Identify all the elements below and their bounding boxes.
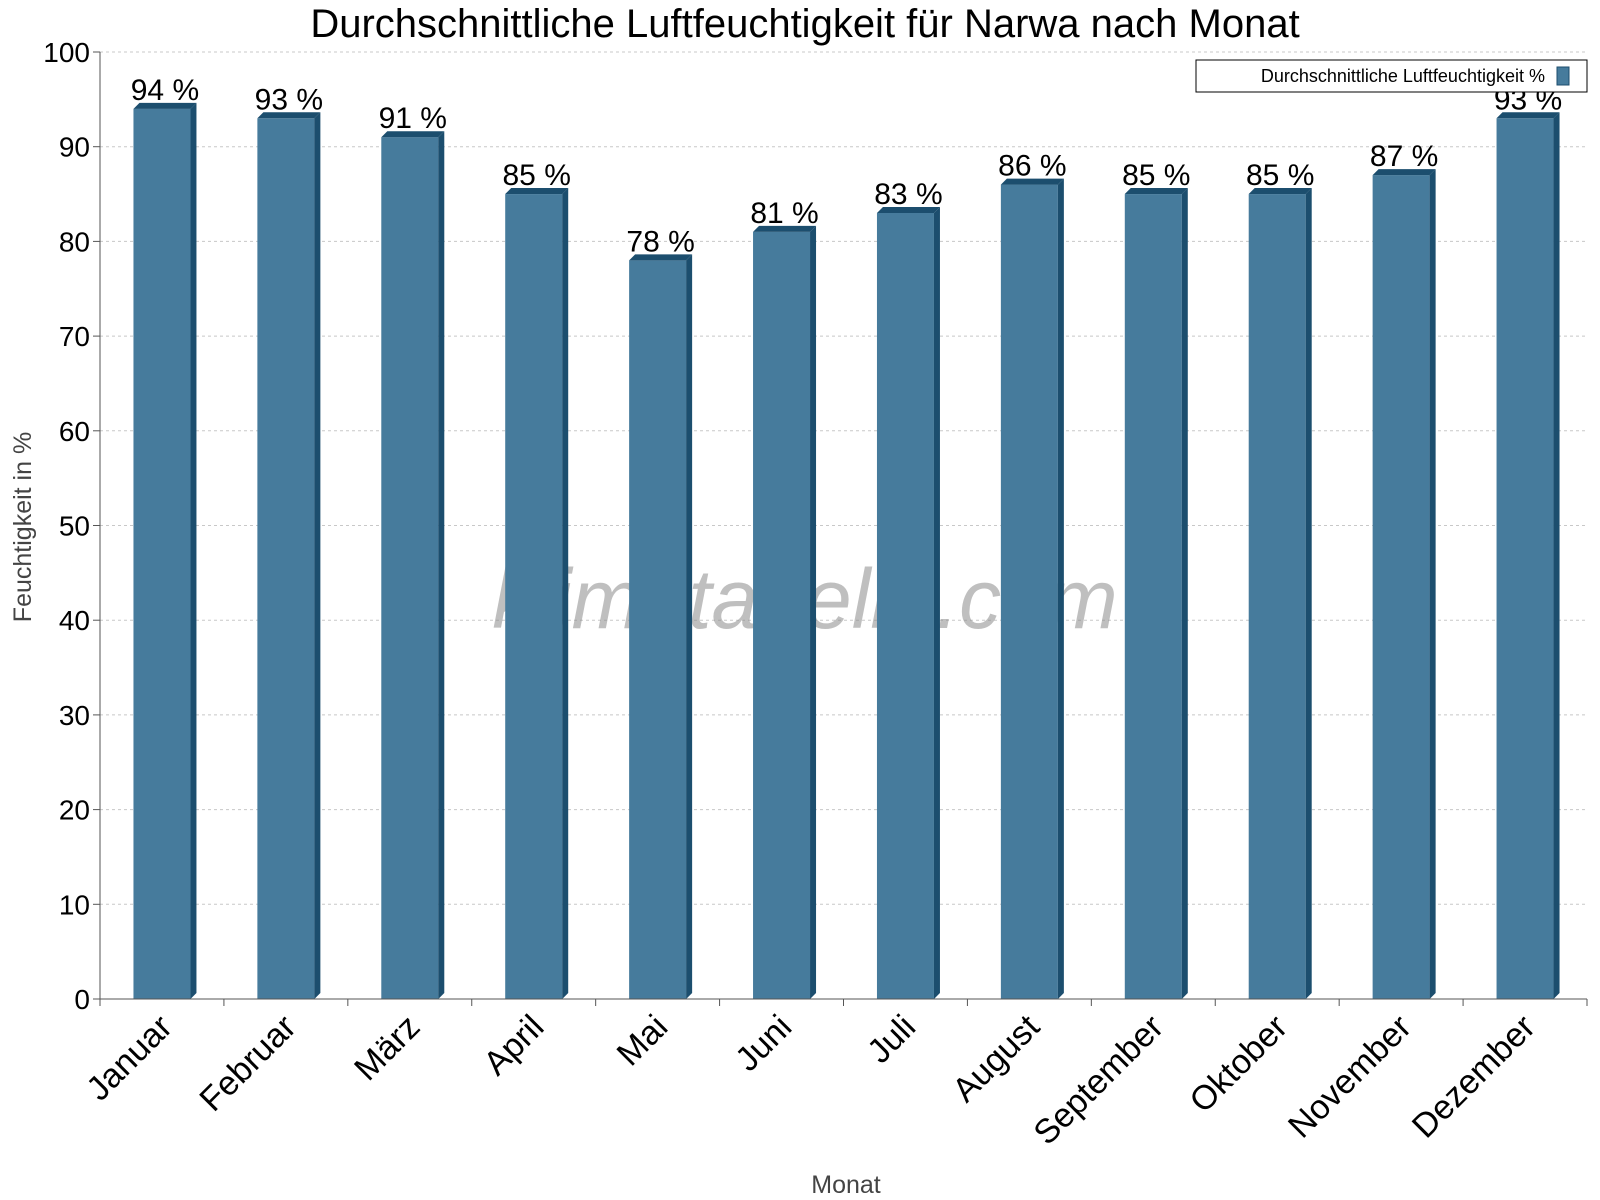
x-tick-label: Januar [79,1008,179,1108]
bar-group [1496,112,1560,1000]
x-tick-label: April [476,1008,551,1083]
bar-top-face [257,112,321,119]
bar-top-face [381,131,445,138]
x-tick-label: September [1026,1008,1170,1152]
bar-side-face [1181,188,1188,1000]
data-label: 81 % [750,197,818,230]
bar-top-face [505,188,569,195]
y-tick-label: 60 [59,416,90,447]
legend-swatch [1556,66,1570,86]
legend-label: Durchschnittliche Luftfeuchtigkeit % [1261,66,1545,86]
y-tick-label: 90 [59,132,90,163]
y-tick-label: 0 [74,984,90,1015]
y-tick-label: 80 [59,226,90,257]
x-tick-label: Februar [192,1008,303,1119]
bar [381,137,439,1000]
bar-side-face [190,102,197,999]
bar [753,231,811,999]
data-label: 94 % [131,74,199,107]
bar [1248,194,1306,1000]
bar-group [876,206,940,1000]
bars [133,102,1560,1000]
x-tick-labels: Januar Februar März April Mai Juni Juli AugustS… [79,1007,1542,1152]
bar-top-face [1124,188,1188,195]
bar-top-face [753,225,817,232]
bar [629,260,687,1000]
bar-group [753,225,817,999]
data-label: 85 % [1122,159,1190,192]
bar-side-face [314,112,321,1000]
chart-title: Durchschnittliche Luftfeuchtigkeit für N… [310,2,1299,46]
bar-group [1248,188,1312,1000]
data-label: 83 % [874,178,942,211]
x-axis-title: Monat [811,1171,881,1199]
x-tick-label: August [945,1007,1047,1109]
x-tick-label: Juli [860,1008,923,1071]
axes [93,51,1588,1006]
bar-side-face [562,188,569,1000]
data-label: 87 % [1370,140,1438,173]
x-tick-label: Mai [610,1008,676,1074]
data-label: 86 % [998,150,1066,183]
bar-side-face [1057,178,1064,999]
bar-side-face [1553,112,1560,1000]
y-tick-label: 10 [59,889,90,920]
bar-group [257,112,321,1000]
data-label: 85 % [1246,159,1314,192]
bar [1496,118,1554,1000]
bar [133,108,191,999]
bar [505,194,563,1000]
y-tick-label: 70 [59,321,90,352]
bar-side-face [810,225,817,999]
bar-group [505,188,569,1000]
bar-group [1124,188,1188,1000]
x-tick-label: Juni [728,1008,799,1079]
x-tick-label: März [347,1008,427,1088]
bar [257,118,315,1000]
x-tick-label: Oktober [1182,1008,1294,1120]
data-label: 85 % [503,159,571,192]
bar [876,212,934,1000]
x-tick-label: Dezember [1405,1008,1543,1146]
y-tick-labels: 0 10 20 30 40 50 60 70 80 90 100 [43,37,90,1015]
y-tick-label: 20 [59,795,90,826]
y-tick-label: 40 [59,605,90,636]
bar-side-face [1429,169,1436,1000]
data-label: 93 % [255,83,323,116]
bar [1124,194,1182,1000]
data-labels: 94 % 93 % 91 % 85 % 78 % 81 % 83 % 86 % 85 % 85 %… [131,74,1562,259]
bar-top-face [1372,169,1436,176]
bar-top-face [876,206,940,213]
bar [1372,175,1430,1000]
bar-side-face [1305,188,1312,1000]
bar-group [133,102,197,999]
y-axis-title: Feuchtigkeit in % [9,432,37,622]
data-label: 91 % [379,102,447,135]
bar-group [1000,178,1064,999]
legend-box [1195,59,1588,93]
bar-top-face [629,254,693,261]
bar-side-face [933,206,940,1000]
bar-top-face [1496,112,1560,119]
y-tick-label: 100 [43,37,90,68]
bar-group [381,131,445,1000]
bar-group [629,254,693,1000]
data-label: 78 % [626,225,694,258]
y-tick-label: 50 [59,511,90,542]
bar-top-face [1000,178,1064,185]
bar-side-face [686,254,693,1000]
gridlines [100,51,1587,905]
bar-group [1372,169,1436,1000]
bar [1000,184,1058,999]
legend: Durchschnittliche Luftfeuchtigkeit % [1195,59,1588,93]
bar-top-face [133,102,197,109]
bar-side-face [438,131,445,1000]
y-tick-label: 30 [59,700,90,731]
x-tick-label: November [1281,1008,1419,1146]
bar-top-face [1248,188,1312,195]
